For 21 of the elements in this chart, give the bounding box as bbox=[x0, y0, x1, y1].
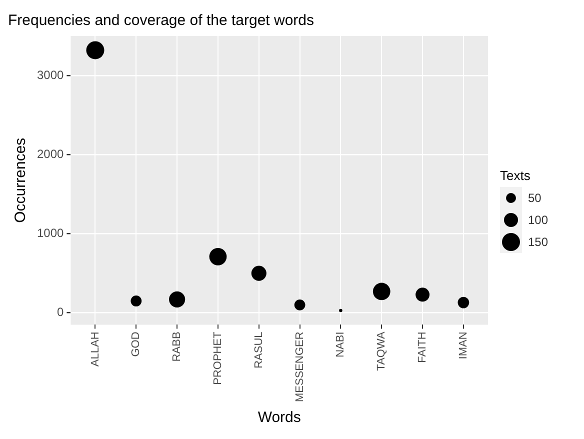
x-axis-title: Words bbox=[258, 409, 301, 426]
x-tick-label: GOD bbox=[130, 332, 142, 357]
legend-label: 150 bbox=[528, 235, 548, 249]
legend-label: 50 bbox=[528, 191, 542, 205]
x-tick-label: RABB bbox=[171, 332, 184, 362]
x-tick-label: ALLAH bbox=[89, 332, 102, 367]
x-tick-label: NABI bbox=[334, 332, 347, 358]
y-axis-title: Occurrences bbox=[12, 138, 30, 223]
x-tick-label: FAITH bbox=[416, 332, 429, 363]
x-tick-label: IMAN bbox=[457, 332, 470, 360]
y-tick-label: 2000 bbox=[36, 146, 64, 161]
y-tick-label: 0 bbox=[57, 305, 64, 320]
y-tick-label: 3000 bbox=[36, 68, 64, 82]
y-tick-label: 1000 bbox=[36, 226, 64, 240]
x-tick-label: PROPHET bbox=[212, 331, 224, 385]
x-tick-label: TAQWA bbox=[376, 331, 388, 371]
x-tick-label: MESSENGER bbox=[294, 332, 306, 402]
chart-title: Frequencies and coverage of the target words bbox=[8, 12, 314, 30]
legend-label: 100 bbox=[528, 213, 548, 227]
legend-title: Texts bbox=[500, 168, 532, 183]
x-tick-label: RASUL bbox=[252, 332, 265, 368]
